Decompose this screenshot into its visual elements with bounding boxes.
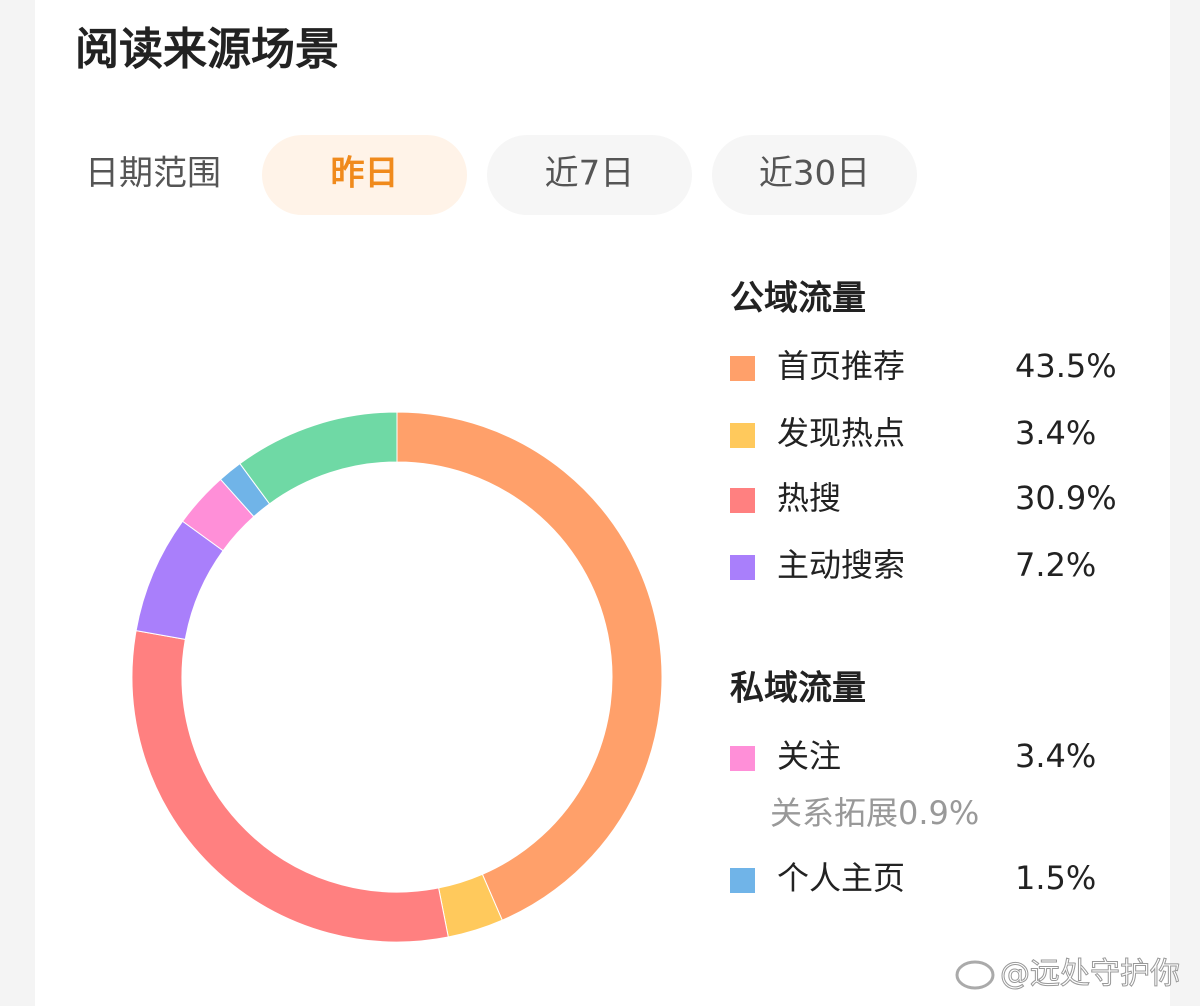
legend-value: 3.4% bbox=[1015, 414, 1096, 452]
legend-label: 主动搜索 bbox=[777, 546, 905, 584]
filter-option[interactable]: 近30日 bbox=[759, 154, 870, 194]
filter-button[interactable] bbox=[262, 135, 467, 215]
filter-button[interactable] bbox=[712, 135, 917, 215]
legend-value: 1.5% bbox=[1015, 859, 1096, 897]
legend-swatch bbox=[730, 488, 755, 513]
legend-swatch bbox=[730, 746, 755, 771]
watermark-text: @远处守护你 bbox=[1000, 957, 1180, 992]
legend-group-title: 私域流量 bbox=[730, 669, 866, 709]
legend-value: 7.2% bbox=[1015, 546, 1096, 584]
watermark: @远处守护你 bbox=[955, 956, 1181, 992]
legend-label: 热搜 bbox=[777, 479, 841, 517]
legend-note: 关系拓展0.9% bbox=[770, 794, 979, 832]
legend-swatch bbox=[730, 423, 755, 448]
legend-swatch bbox=[730, 868, 755, 893]
filter-option[interactable]: 近7日 bbox=[545, 154, 635, 194]
legend-value: 30.9% bbox=[1015, 479, 1117, 517]
page-title: 阅读来源场景 bbox=[75, 24, 339, 75]
legend-value: 43.5% bbox=[1015, 347, 1117, 385]
filter-option[interactable]: 昨日 bbox=[331, 154, 399, 194]
legend-label: 个人主页 bbox=[777, 859, 905, 897]
legend-label: 首页推荐 bbox=[777, 347, 905, 385]
legend-group-title: 公域流量 bbox=[730, 279, 866, 319]
legend-swatch bbox=[730, 356, 755, 381]
legend-label: 关注 bbox=[777, 737, 841, 775]
donut-slice bbox=[396, 411, 663, 921]
donut-slice bbox=[239, 411, 398, 505]
filter-label: 日期范围 bbox=[85, 154, 221, 194]
watermark-icon bbox=[955, 960, 995, 990]
filter-button[interactable] bbox=[487, 135, 692, 215]
legend-value: 3.4% bbox=[1015, 737, 1096, 775]
legend-label: 发现热点 bbox=[777, 414, 905, 452]
legend-swatch bbox=[730, 555, 755, 580]
